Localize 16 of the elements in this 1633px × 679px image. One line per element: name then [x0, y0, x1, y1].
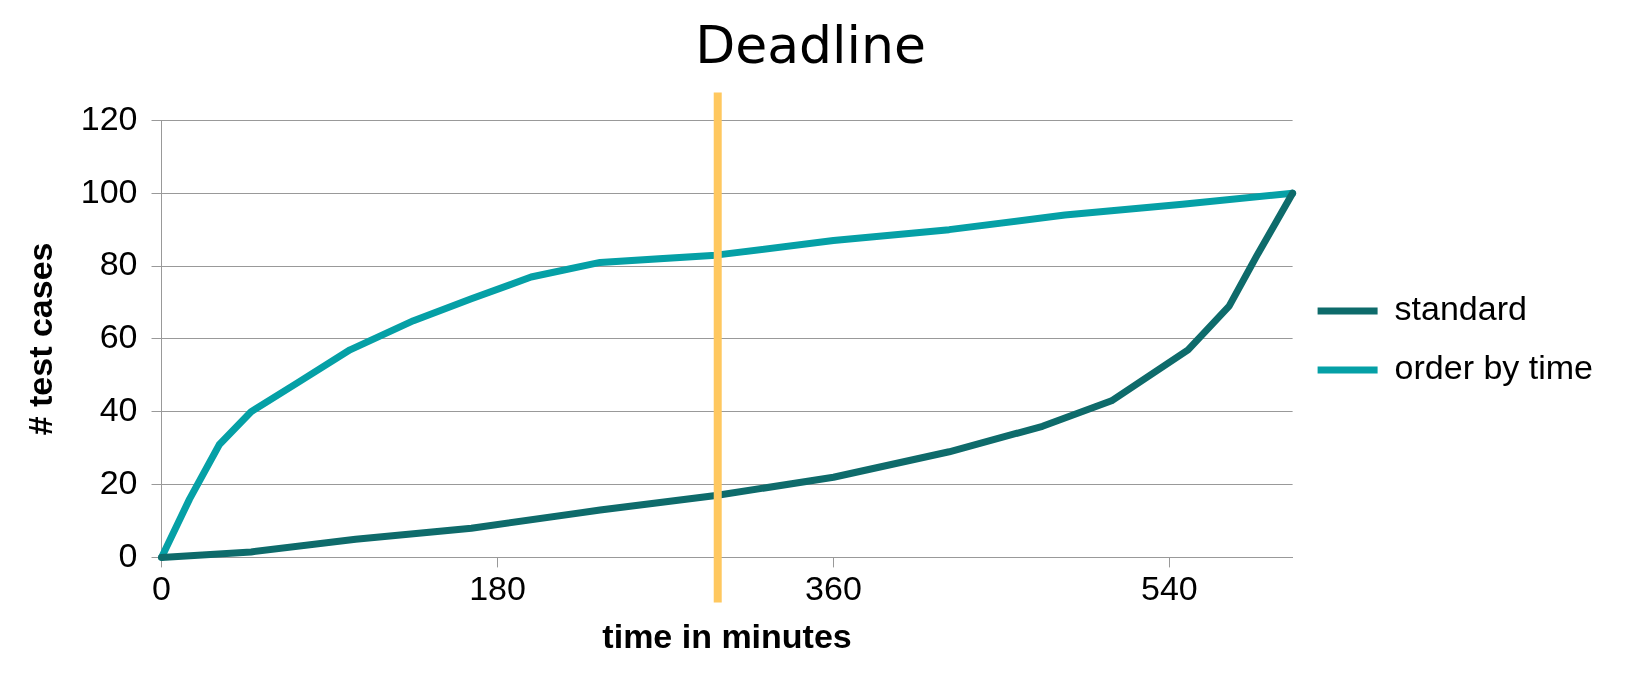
x-tick-label: 0 — [152, 569, 171, 608]
legend-label: standard — [1394, 289, 1527, 328]
legend-label: order by time — [1394, 348, 1593, 387]
x-tick-label: 540 — [1141, 569, 1198, 608]
y-tick-label: 0 — [118, 535, 138, 574]
x-axis-title: time in minutes — [602, 616, 852, 655]
y-tick-label: 20 — [99, 462, 138, 501]
y-tick-label: 60 — [99, 317, 138, 356]
y-tick-label: 80 — [99, 244, 138, 283]
y-axis-title: # test cases — [20, 242, 59, 436]
chart-title: Deadline — [695, 14, 926, 75]
x-tick-label: 180 — [469, 569, 526, 608]
y-tick-label: 40 — [99, 390, 138, 429]
x-tick-label: 360 — [805, 569, 862, 608]
y-tick-label: 120 — [80, 98, 138, 137]
y-tick-label: 100 — [80, 171, 138, 210]
